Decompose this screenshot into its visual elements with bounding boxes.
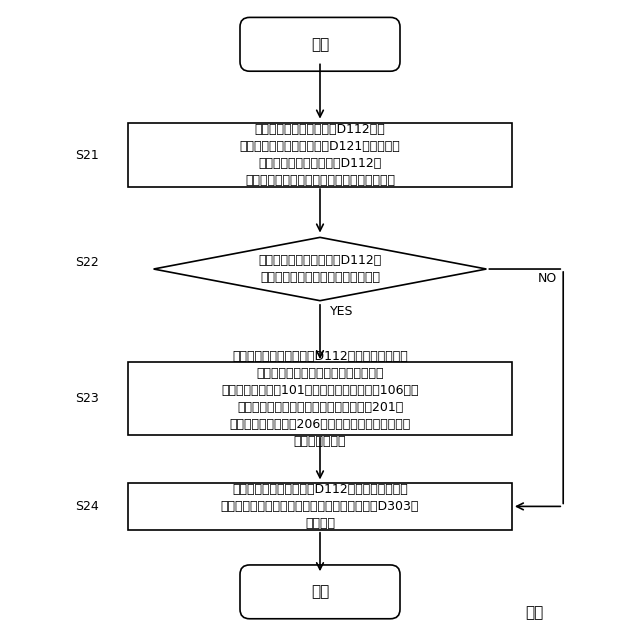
Text: コンテナ配置ルール情報D112に
記憶されている条件に合致するか？: コンテナ配置ルール情報D112に 記憶されている条件に合致するか？ xyxy=(259,254,381,284)
Text: S24: S24 xyxy=(76,500,99,513)
FancyBboxPatch shape xyxy=(240,565,400,619)
Text: 開始: 開始 xyxy=(311,37,329,52)
Text: S21: S21 xyxy=(76,149,99,161)
Text: コンテナ配置ルール情報D112で定められている
動作に従い、リクエストの振り分けルール情報D303を
変更する: コンテナ配置ルール情報D112で定められている 動作に従い、リクエストの振り分け… xyxy=(221,483,419,530)
Text: 終了: 終了 xyxy=(311,584,329,599)
Text: NO: NO xyxy=(538,272,557,285)
Polygon shape xyxy=(154,237,486,301)
Text: S23: S23 xyxy=(76,392,99,405)
Text: コンテナ配置ルール情報D112と、
全コンテナクラスタの情報D121を参照し、
コンテナ配置ルール情報D112に
記憶されている条件に合致するかを確認する: コンテナ配置ルール情報D112と、 全コンテナクラスタの情報D121を参照し、 … xyxy=(239,123,401,187)
Text: YES: YES xyxy=(330,305,353,318)
Text: 図６: 図６ xyxy=(525,605,543,620)
Text: コンテナ配置ルール情報D112で定められている
動作に従い、プライベートクラウドの
コンテナクラスタ101のコンテナ配置制御部106か、
パブリッククラウドのコ: コンテナ配置ルール情報D112で定められている 動作に従い、プライベートクラウド… xyxy=(221,350,419,448)
FancyBboxPatch shape xyxy=(128,123,512,187)
FancyBboxPatch shape xyxy=(128,482,512,530)
FancyBboxPatch shape xyxy=(128,362,512,436)
Text: S22: S22 xyxy=(76,256,99,269)
FancyBboxPatch shape xyxy=(240,18,400,71)
